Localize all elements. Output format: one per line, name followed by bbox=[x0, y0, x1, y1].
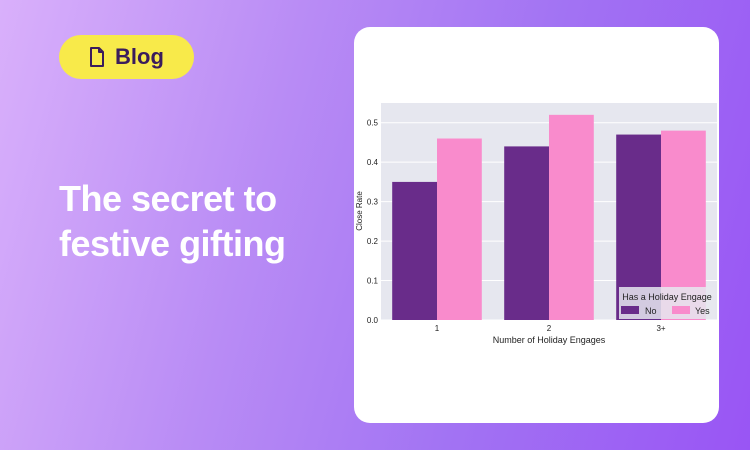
y-axis-label: Close Rate bbox=[355, 191, 364, 231]
x-tick-label: 1 bbox=[435, 324, 440, 333]
x-ticks: 1 2 3+ bbox=[435, 324, 666, 333]
x-tick-label: 3+ bbox=[656, 324, 665, 333]
legend-swatch-yes bbox=[672, 306, 690, 314]
legend-swatch-no bbox=[621, 306, 639, 314]
y-tick-label: 0.4 bbox=[367, 158, 379, 167]
chart-card: 0.0 0.1 0.2 0.3 0.4 0.5 1 2 3+ Number of Holida… bbox=[354, 27, 719, 423]
legend-label-yes: Yes bbox=[695, 306, 710, 316]
x-tick-label: 2 bbox=[547, 324, 552, 333]
bar-yes-1 bbox=[437, 138, 482, 320]
blog-badge-label: Blog bbox=[115, 44, 164, 69]
headline: The secret to festive gifting bbox=[59, 178, 286, 264]
document-icon bbox=[90, 47, 104, 67]
y-tick-label: 0.3 bbox=[367, 198, 379, 207]
legend-label-no: No bbox=[645, 306, 657, 316]
bar-yes-2 bbox=[549, 114, 594, 320]
legend: Has a Holiday Engage No Yes bbox=[619, 287, 715, 319]
blog-badge[interactable]: Blog bbox=[59, 35, 194, 79]
y-tick-label: 0.5 bbox=[367, 119, 379, 128]
y-ticks: 0.0 0.1 0.2 0.3 0.4 0.5 bbox=[367, 119, 379, 325]
bar-no-2 bbox=[504, 146, 549, 320]
x-axis-label: Number of Holiday Engages bbox=[493, 335, 606, 345]
bar-no-1 bbox=[392, 181, 437, 320]
y-tick-label: 0.2 bbox=[367, 237, 379, 246]
y-tick-label: 0.1 bbox=[367, 277, 379, 286]
y-tick-label: 0.0 bbox=[367, 316, 379, 325]
close-rate-chart: 0.0 0.1 0.2 0.3 0.4 0.5 1 2 3+ Number of Holida… bbox=[355, 103, 717, 345]
legend-title: Has a Holiday Engage bbox=[622, 292, 712, 302]
